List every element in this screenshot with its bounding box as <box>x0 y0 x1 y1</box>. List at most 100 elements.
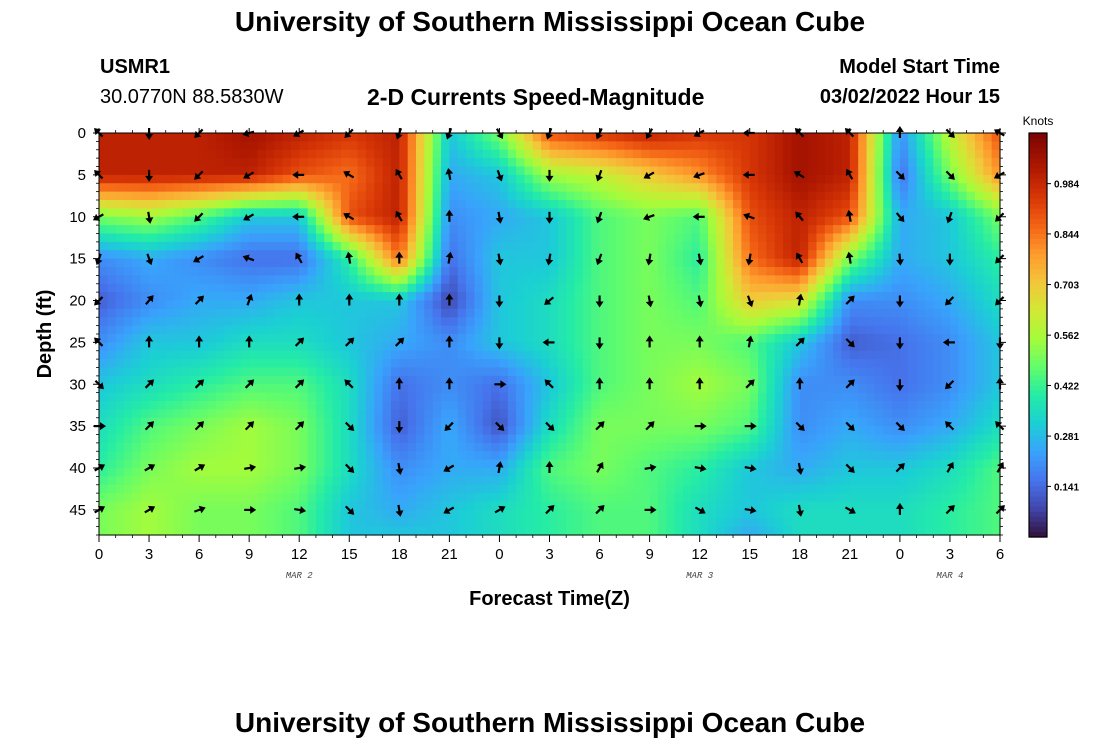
heatmap-cell <box>499 241 509 251</box>
heatmap-cell <box>933 392 943 402</box>
heatmap-cell <box>666 334 676 343</box>
heatmap-cell <box>616 200 626 209</box>
heatmap-cell <box>699 292 709 302</box>
heatmap-cell <box>224 141 234 151</box>
heatmap-cell <box>324 375 334 385</box>
heatmap-cell <box>382 392 392 402</box>
heatmap-cell <box>507 451 517 461</box>
heatmap-cell <box>457 166 467 176</box>
heatmap-cell <box>299 401 309 410</box>
heatmap-cell <box>607 484 617 494</box>
heatmap-cell <box>365 292 375 302</box>
heatmap-cell <box>524 283 534 293</box>
heatmap-cell <box>883 468 893 477</box>
heatmap-cell <box>741 308 751 318</box>
heatmap-cell <box>357 216 367 226</box>
heatmap-cell <box>524 409 534 419</box>
heatmap-cell <box>149 183 158 193</box>
heatmap-cell <box>232 367 242 377</box>
heatmap-cell <box>524 225 534 235</box>
heatmap-cell <box>390 200 400 209</box>
heatmap-cell <box>115 334 125 343</box>
heatmap-cell <box>349 476 359 486</box>
heatmap-cell <box>157 409 167 419</box>
heatmap-cell <box>365 384 375 394</box>
heatmap-cell <box>257 476 267 486</box>
heatmap-cell <box>866 133 876 142</box>
heatmap-cell <box>407 208 417 218</box>
heatmap-cell <box>924 459 934 469</box>
heatmap-cell <box>274 334 284 343</box>
heatmap-cell <box>115 493 125 503</box>
heatmap-cell <box>174 174 184 184</box>
heatmap-cell <box>741 300 751 310</box>
heatmap-cell <box>699 442 709 452</box>
heatmap-cell <box>849 241 859 251</box>
heatmap-cell <box>649 267 659 276</box>
heatmap-cell <box>165 417 175 427</box>
heatmap-cell <box>574 451 584 461</box>
heatmap-cell <box>566 250 576 260</box>
heatmap-cell <box>841 208 851 218</box>
heatmap-cell <box>816 359 826 369</box>
heatmap-cell <box>566 258 576 268</box>
heatmap-cell <box>207 216 217 226</box>
heatmap-cell <box>365 417 375 427</box>
heatmap-cell <box>699 417 709 427</box>
heatmap-cell <box>991 141 1001 151</box>
heatmap-cell <box>365 225 375 235</box>
heatmap-cell <box>174 158 184 168</box>
heatmap-cell <box>99 468 108 477</box>
heatmap-cell <box>766 166 776 176</box>
heatmap-cell <box>758 409 767 419</box>
heatmap-cell <box>657 166 667 176</box>
heatmap-cell <box>507 325 517 335</box>
heatmap-cell <box>808 392 818 402</box>
heatmap-cell <box>566 459 576 469</box>
heatmap-cell <box>174 233 184 243</box>
heatmap-cell <box>682 283 692 293</box>
heatmap-cell <box>991 451 1001 461</box>
heatmap-cell <box>265 149 275 159</box>
heatmap-cell <box>766 367 776 377</box>
heatmap-cell <box>641 442 651 452</box>
heatmap-cell <box>758 216 767 226</box>
heatmap-cell <box>532 451 542 461</box>
heatmap-cell <box>232 275 242 285</box>
heatmap-cell <box>232 451 242 461</box>
heatmap-cell <box>991 392 1001 402</box>
heatmap-cell <box>933 434 943 444</box>
heatmap-cell <box>207 166 217 176</box>
heatmap-cell <box>99 275 108 285</box>
heatmap-cell <box>599 166 609 176</box>
heatmap-cell <box>624 325 634 335</box>
heatmap-cell <box>416 233 425 243</box>
heatmap-cell <box>974 325 984 335</box>
heatmap-cell <box>307 283 317 293</box>
heatmap-cell <box>332 325 342 335</box>
heatmap-cell <box>249 325 259 335</box>
heatmap-cell <box>691 250 701 260</box>
heatmap-cell <box>566 401 576 410</box>
heatmap-cell <box>215 384 225 394</box>
heatmap-cell <box>491 501 501 511</box>
heatmap-cell <box>174 308 184 318</box>
heatmap-cell <box>532 183 542 193</box>
heatmap-cell <box>724 225 734 235</box>
heatmap-cell <box>407 233 417 243</box>
heatmap-cell <box>432 258 442 268</box>
heatmap-cell <box>708 283 717 293</box>
heatmap-cell <box>115 174 125 184</box>
heatmap-cell <box>457 451 467 461</box>
heatmap-cell <box>674 334 684 343</box>
heatmap-cell <box>466 283 476 293</box>
heatmap-cell <box>190 409 200 419</box>
heatmap-cell <box>824 426 834 436</box>
heatmap-cell <box>215 158 225 168</box>
heatmap-cell <box>733 342 742 352</box>
heatmap-cell <box>207 258 217 268</box>
heatmap-cell <box>190 476 200 486</box>
model-start-label: Model Start Time <box>839 56 1000 78</box>
heatmap-cell <box>649 426 659 436</box>
heatmap-cell <box>190 442 200 452</box>
